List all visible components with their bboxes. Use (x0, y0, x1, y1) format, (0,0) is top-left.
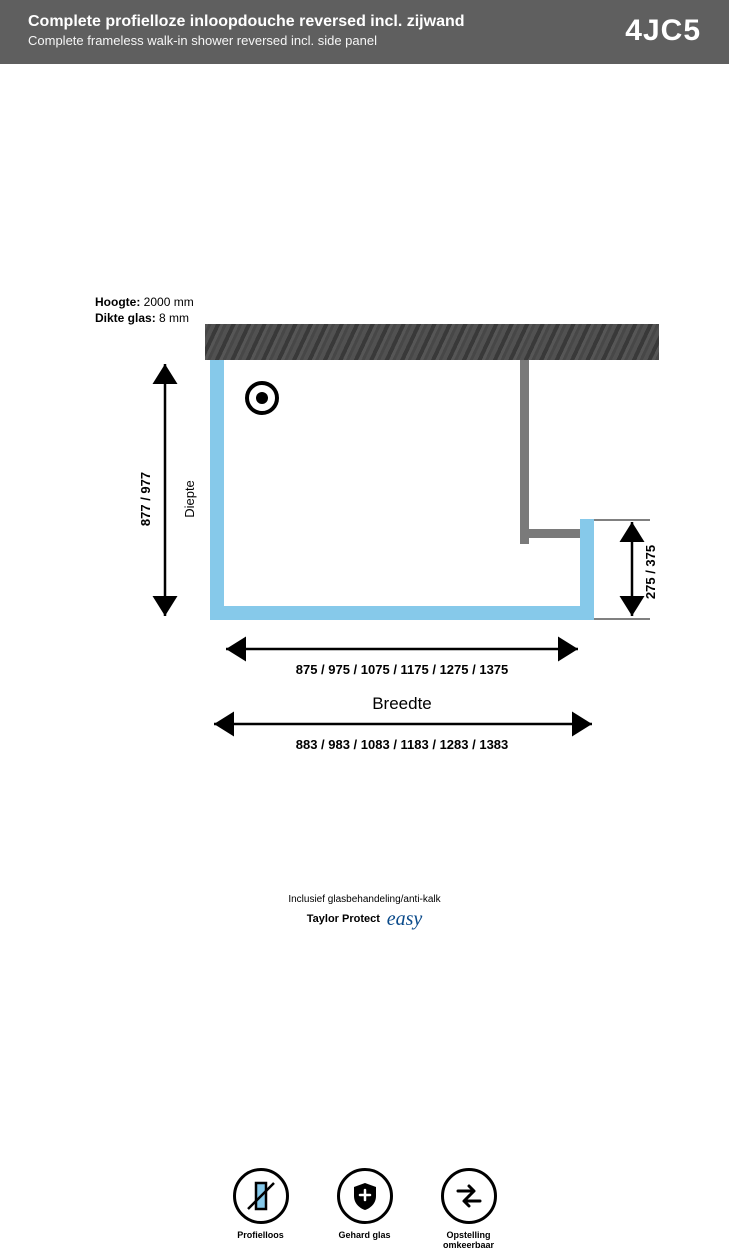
side-values: 275 / 375 (643, 545, 658, 599)
diagram: 877 / 977 Diepte 275 / 375 875 / 975 / 1… (110, 324, 670, 804)
page-header: Complete profielloze inloopdouche revers… (0, 0, 729, 64)
width-outer-values: 883 / 983 / 1083 / 1183 / 1283 / 1383 (296, 737, 509, 752)
plan-svg: 877 / 977 Diepte 275 / 375 875 / 975 / 1… (110, 324, 710, 804)
icon-opstelling: Opstelling omkeerbaar (429, 1168, 509, 1251)
glass-bottom (210, 606, 580, 620)
content-area: Hoogte: 2000 mm Dikte glas: 8 mm (0, 64, 729, 1251)
protect-line: Inclusief glasbehandeling/anti-kalk (40, 894, 689, 905)
spec-block: Hoogte: 2000 mm Dikte glas: 8 mm (95, 294, 194, 328)
support-post (520, 360, 529, 544)
shower-icon-center (256, 392, 268, 404)
icon-profielloos: Profielloos (221, 1168, 301, 1251)
icon-label-opstelling: Opstelling omkeerbaar (429, 1230, 509, 1251)
title-en: Complete frameless walk-in shower revers… (28, 33, 465, 50)
glass-side (580, 519, 594, 620)
title-nl: Complete profielloze inloopdouche revers… (28, 12, 465, 33)
width-inner-values: 875 / 975 / 1075 / 1175 / 1275 / 1375 (296, 662, 509, 677)
frameless-icon (233, 1168, 289, 1224)
height-label: Hoogte: (95, 295, 140, 309)
height-value: 2000 mm (144, 295, 194, 309)
header-titles: Complete profielloze inloopdouche revers… (28, 12, 465, 50)
protect-brand: Taylor Protect (307, 913, 380, 925)
product-code: 4JC5 (625, 14, 701, 48)
width-label: Breedte (372, 694, 432, 713)
icon-gehard: Gehard glas (325, 1168, 405, 1251)
reversible-icon (441, 1168, 497, 1224)
feature-icons: Profielloos Gehard glas Opstelling omkee… (40, 1168, 689, 1251)
protect-easy: easy (387, 908, 423, 930)
icon-label-profielloos: Profielloos (237, 1230, 284, 1241)
tempered-icon (337, 1168, 393, 1224)
protect-block: Inclusief glasbehandeling/anti-kalk Tayl… (40, 894, 689, 928)
icon-label-gehard: Gehard glas (338, 1230, 390, 1241)
depth-label: Diepte (182, 480, 197, 518)
depth-values: 877 / 977 (138, 472, 153, 526)
glass-left (210, 360, 224, 620)
